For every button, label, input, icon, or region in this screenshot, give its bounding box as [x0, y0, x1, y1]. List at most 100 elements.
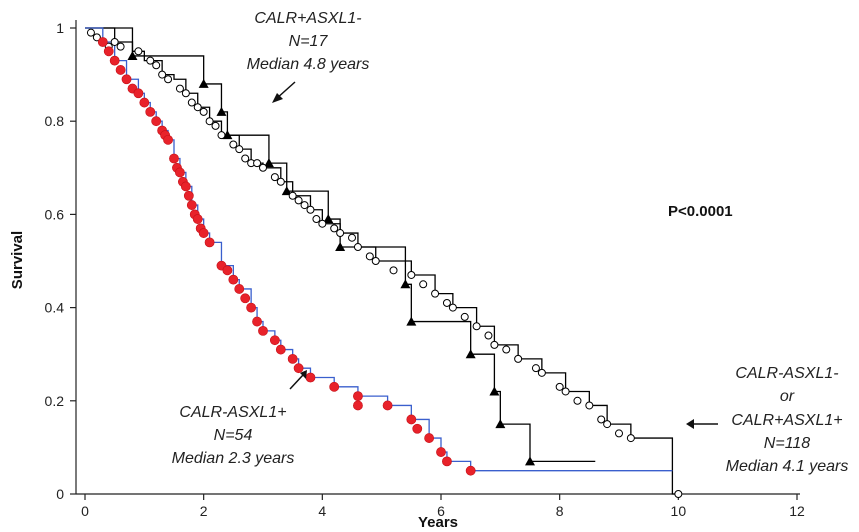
censor-marker-dot: [424, 433, 435, 443]
ticks: 0 2 4 6 8 10 12 0 0.2 0.4 0.6 0.8 1: [45, 20, 805, 519]
censor-marker-dot: [465, 465, 476, 476]
annotation-line: CALR-ASXL1-: [735, 365, 838, 382]
censor-marker-circle: [306, 205, 315, 214]
annotation-line: or: [780, 388, 795, 405]
censor-marker-circle: [419, 280, 428, 289]
censor-marker-triangle: [465, 349, 476, 359]
censor-marker-dot: [252, 316, 262, 327]
censor-marker-circle: [175, 84, 184, 93]
censor-marker-dot: [97, 37, 108, 47]
censor-marker-triangle: [281, 186, 292, 196]
censor-marker-triangle: [335, 242, 346, 252]
censor-marker-circle: [442, 298, 451, 307]
censor-marker-triangle: [127, 50, 138, 60]
censor-marker-dot: [287, 353, 298, 364]
censor-marker-circle: [158, 70, 167, 79]
censor-marker-triangle: [198, 78, 209, 88]
censor-marker-dot: [163, 134, 173, 145]
censor-marker-circle: [555, 382, 564, 391]
censor-marker-circle: [110, 37, 119, 46]
censor-marker-dot: [240, 293, 251, 304]
censor-marker-triangle: [406, 316, 417, 326]
annotation-calr-pos-asxl1-neg: CALR+ASXL1- N=17 Median 4.8 years: [247, 10, 370, 103]
p-value-label: P<0.0001: [668, 203, 733, 220]
censor-marker-dot: [305, 372, 316, 383]
censor-marker-circle: [348, 233, 356, 242]
censor-marker-dot: [133, 88, 144, 99]
censor-marker-circle: [211, 121, 220, 130]
censor-marker-circle: [448, 303, 457, 312]
censor-marker-dot: [382, 400, 393, 411]
censor-marker-circle: [585, 401, 594, 410]
censor-marker-circle: [318, 219, 327, 228]
censor-marker-circle: [502, 345, 511, 354]
censor-marker-circle: [484, 331, 493, 340]
censor-marker-dot: [186, 200, 197, 210]
censor-marker-dot: [353, 391, 363, 402]
censor-marker-circle: [134, 47, 143, 56]
censor-marker-circle: [531, 364, 540, 373]
censor-marker-dot: [183, 190, 194, 201]
censor-marker-circle: [235, 145, 244, 154]
censor-marker-circle: [573, 396, 582, 405]
censor-marker-dot: [103, 46, 114, 57]
survival-curve-2: [85, 27, 673, 472]
censor-marker-circle: [288, 191, 297, 200]
x-tick-label: 0: [81, 503, 89, 519]
censor-marker-circle: [626, 434, 635, 443]
censor-marker-circle: [365, 252, 374, 261]
censor-marker-triangle: [263, 158, 274, 168]
censor-marker-triangle: [400, 279, 411, 289]
annotation-line: Median 4.1 years: [726, 458, 849, 475]
censor-marker-dot: [145, 106, 156, 117]
x-tick-label: 10: [671, 503, 687, 519]
censor-marker-circle: [330, 224, 339, 233]
censor-marker-circle: [152, 61, 161, 70]
censor-marker-dot: [269, 335, 280, 346]
censor-marker-dot: [228, 274, 239, 285]
censor-marker-dot: [275, 344, 286, 355]
censor-marker-circle: [431, 289, 440, 298]
censor-marker-circle: [561, 387, 570, 396]
censor-marker-dot: [222, 265, 233, 276]
censor-marker-circle: [312, 215, 321, 224]
censor-marker-circle: [407, 270, 416, 279]
censor-marker-dot: [442, 456, 452, 467]
series-layer: [85, 27, 679, 495]
annotation-line: CALR+ASXL1-: [254, 10, 361, 27]
censor-marker-dot: [121, 74, 132, 85]
censor-marker-dot: [293, 363, 304, 374]
censor-marker-circle: [353, 243, 362, 252]
censor-marker-dot: [329, 381, 340, 392]
markers-layer: [86, 28, 683, 498]
censor-marker-circle: [537, 368, 546, 377]
censor-marker-dot: [436, 447, 446, 457]
censor-marker-dot: [180, 181, 191, 192]
censor-marker-triangle: [323, 214, 334, 224]
censor-marker-dot: [175, 167, 185, 178]
censor-marker-circle: [259, 163, 267, 172]
annotation-line: Median 4.8 years: [247, 56, 370, 73]
censor-marker-dot: [151, 116, 162, 127]
censor-marker-circle: [615, 429, 623, 438]
y-tick-label: 0.6: [45, 206, 65, 222]
censor-marker-circle: [205, 117, 214, 126]
censor-marker-dot: [234, 284, 245, 294]
annotation-arrowhead: [272, 93, 283, 103]
y-axis-title: Survival: [9, 231, 26, 289]
y-tick-label: 1: [56, 20, 64, 36]
censor-marker-circle: [241, 154, 250, 163]
censor-marker-triangle: [495, 419, 506, 429]
censor-marker-dot: [198, 228, 209, 238]
censor-marker-circle: [389, 266, 398, 275]
censor-marker-dot: [204, 237, 215, 248]
censor-marker-dot: [109, 55, 120, 66]
censor-marker-circle: [229, 140, 238, 149]
annotation-arrowhead: [686, 419, 694, 429]
annotation-other-group: CALR-ASXL1- or CALR+ASXL1+ N=118 Median …: [686, 365, 848, 475]
x-tick-label: 6: [437, 503, 445, 519]
y-tick-label: 0.2: [45, 393, 65, 409]
censor-marker-circle: [371, 257, 380, 265]
censor-marker-dot: [246, 302, 257, 313]
